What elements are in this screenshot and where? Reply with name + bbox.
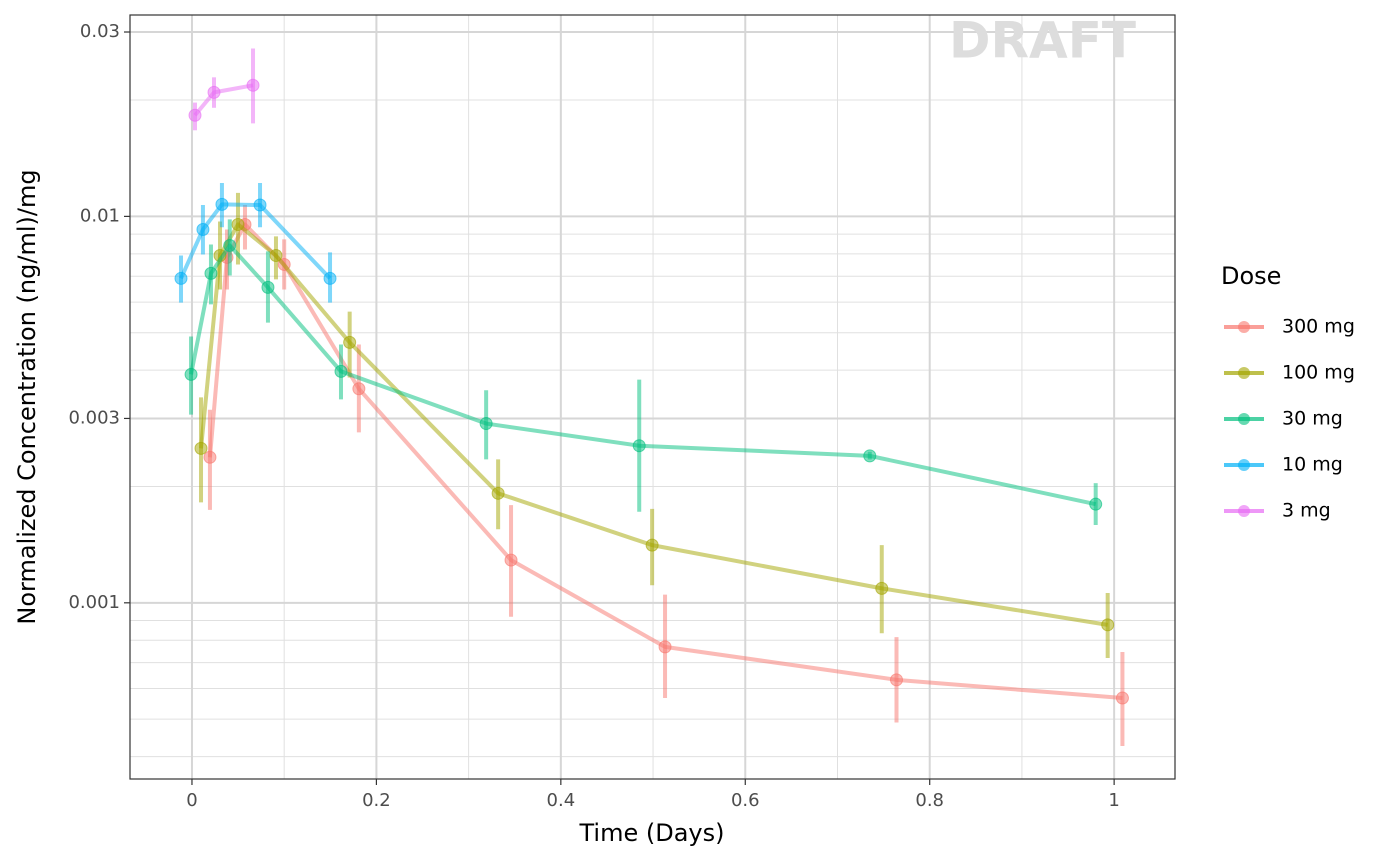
series	[174, 183, 337, 303]
data-point	[203, 450, 217, 464]
data-point	[246, 78, 260, 92]
data-point	[207, 85, 221, 99]
data-point	[196, 222, 210, 236]
data-point	[875, 581, 889, 595]
legend-title: Dose	[1221, 262, 1281, 290]
y-tick-label: 0.03	[80, 21, 120, 42]
legend-label: 3 mg	[1282, 500, 1331, 522]
data-point	[204, 266, 218, 280]
y-tick-label: 0.01	[80, 205, 120, 226]
data-point	[253, 198, 267, 212]
data-point	[1101, 618, 1115, 632]
data-point	[188, 108, 202, 122]
data-point	[261, 280, 275, 294]
marks	[174, 48, 1129, 747]
legend-label: 30 mg	[1282, 408, 1343, 430]
data-point	[215, 197, 229, 211]
x-tick-label: 0.4	[547, 790, 576, 811]
legend-key-point	[1238, 367, 1250, 379]
data-point	[334, 364, 348, 378]
data-point	[323, 271, 337, 285]
legend-label: 300 mg	[1282, 316, 1355, 338]
legend-label: 10 mg	[1282, 454, 1343, 476]
data-point	[352, 382, 366, 396]
x-tick-label: 1	[1108, 790, 1119, 811]
x-tick-label: 0.6	[731, 790, 760, 811]
grid	[130, 15, 1175, 779]
data-point	[1115, 691, 1129, 705]
data-point	[184, 367, 198, 381]
legend-label: 100 mg	[1282, 362, 1355, 384]
data-point	[863, 449, 877, 463]
x-axis-title: Time (Days)	[579, 819, 725, 847]
data-point	[1089, 497, 1103, 511]
series	[184, 219, 1103, 525]
legend-key-point	[1238, 459, 1250, 471]
legend-key-point	[1238, 505, 1250, 517]
legend-key-point	[1238, 413, 1250, 425]
panel-border	[129, 14, 1176, 780]
watermark: DRAFT	[949, 12, 1136, 70]
data-point	[504, 553, 518, 567]
x-tick-label: 0.2	[362, 790, 391, 811]
data-point	[194, 441, 208, 455]
data-point	[269, 249, 283, 263]
data-point	[479, 417, 493, 431]
series	[188, 48, 260, 131]
data-point	[658, 640, 672, 654]
data-point	[174, 271, 188, 285]
y-tick-label: 0.001	[68, 592, 120, 613]
x-tick-label: 0.8	[915, 790, 944, 811]
data-point	[645, 538, 659, 552]
y-tick-label: 0.003	[68, 407, 120, 428]
data-point	[890, 673, 904, 687]
data-point	[231, 217, 245, 231]
data-point	[223, 238, 237, 252]
legend-key-point	[1238, 321, 1250, 333]
x-tick-label: 0	[186, 790, 197, 811]
data-point	[632, 439, 646, 453]
data-point	[491, 486, 505, 500]
y-axis-title: Normalized Concentration (ng/ml)/mg	[13, 169, 41, 624]
data-point	[343, 335, 357, 349]
